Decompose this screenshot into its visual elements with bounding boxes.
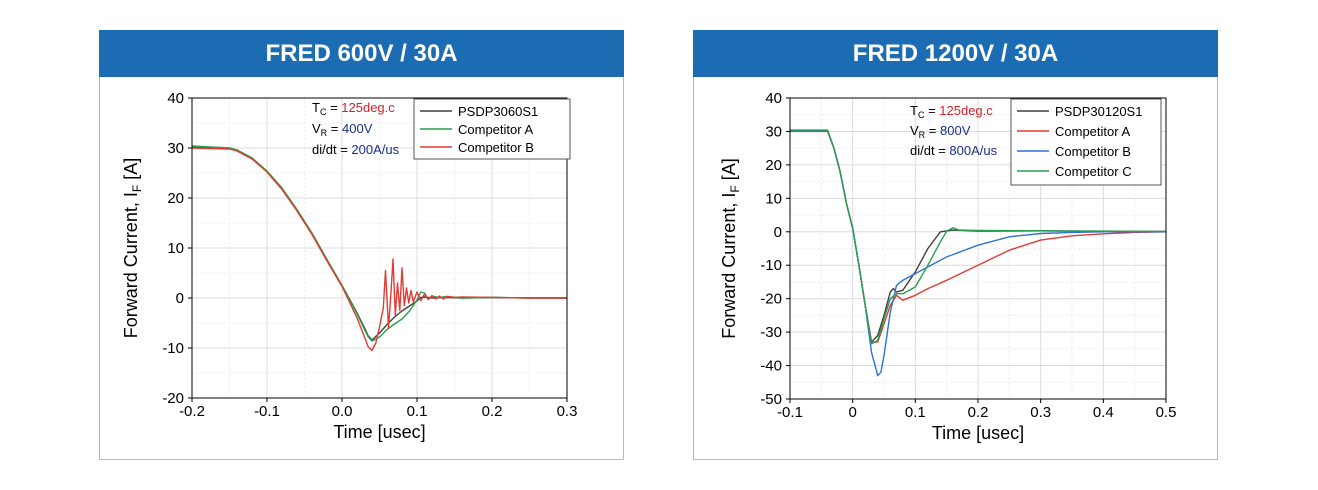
y-tick-label: 10 [167, 240, 184, 257]
chart-panel-600v: FRED 600V / 30A -0.2 -0.1 0.0 0.1 0.2 0.3 -20-… [99, 30, 624, 460]
condition-value: 125deg.c [341, 100, 395, 115]
x-tick-label: -0.1 [254, 403, 280, 420]
legend-label: Competitor A [458, 122, 533, 137]
y-tick-label: 0 [176, 290, 184, 307]
series-line-4 [790, 129, 1166, 345]
x-axis-label: Time [usec] [932, 423, 1024, 443]
legend-label: PSDP30120S1 [1055, 104, 1142, 119]
y-tick-label: 20 [167, 190, 184, 207]
legend-label: PSDP3060S1 [458, 104, 538, 119]
condition-name: di/dt [910, 143, 935, 158]
y-tick-label: 30 [167, 140, 184, 157]
condition-annotation: di/dt = 800A/us [910, 143, 998, 158]
condition-name: T [312, 100, 320, 115]
x-tick-label: 0.0 [332, 403, 353, 420]
chart-1200v: -0.1 0 0.1 0.2 0.3 0.4 0.5 -50 -40 -30 -20 -10 0 10 20… [719, 90, 1177, 443]
condition-separator: = [925, 123, 940, 138]
y-tick-label: -20 [162, 390, 184, 407]
condition-separator: = [924, 103, 939, 118]
condition-subscript: R [321, 128, 328, 138]
x-tick-label: -0.2 [179, 403, 205, 420]
chart-600v: -0.2 -0.1 0.0 0.1 0.2 0.3 -20 -10 0 10 20 30 40 Time … [121, 90, 578, 442]
y-axis-label-unit: [A] [121, 158, 141, 185]
condition-name: V [910, 123, 919, 138]
legend-label: Competitor B [458, 140, 534, 155]
condition-name: T [910, 103, 918, 118]
series-line-2 [192, 145, 567, 342]
condition-separator: = [935, 143, 950, 158]
y-tick-label: 40 [765, 90, 782, 107]
x-tick-label: 0.3 [557, 403, 578, 420]
y-tick-label: -20 [760, 291, 782, 308]
series-group [192, 145, 567, 352]
condition-name: di/dt [312, 142, 337, 157]
legend-label: Competitor A [1055, 124, 1130, 139]
x-tick-label: 0.5 [1156, 404, 1177, 421]
condition-subscript: C [320, 107, 327, 117]
y-axis-label-sub: F [728, 185, 742, 192]
chart-panel-1200v: FRED 1200V / 30A -0.1 0 0.1 0.2 0.3 0.4 0.5 -50… [693, 30, 1218, 460]
condition-separator: = [337, 142, 352, 157]
y-axis-label-main: Forward Current, I [121, 192, 141, 338]
condition-value: 800A/us [949, 143, 997, 158]
y-axis-label-sub: F [130, 185, 144, 192]
condition-value: 400V [342, 121, 373, 136]
condition-annotation: VR = 800V [910, 123, 971, 140]
condition-value: 125deg.c [939, 103, 993, 118]
chart-title-1200v: FRED 1200V / 30A [693, 30, 1218, 77]
condition-value: 200A/us [351, 142, 399, 157]
y-tick-label: 30 [765, 123, 782, 140]
legend-label: Competitor C [1055, 164, 1132, 179]
condition-separator: = [327, 121, 342, 136]
x-tick-label: 0.1 [905, 404, 926, 421]
x-tick-label: 0.2 [482, 403, 503, 420]
condition-subscript: C [918, 110, 925, 120]
condition-subscript: R [919, 130, 926, 140]
y-axis-label: Forward Current, IF [A] [719, 158, 742, 338]
condition-annotation: TC = 125deg.c [910, 103, 993, 120]
y-tick-label: 0 [774, 224, 782, 241]
y-tick-label: -50 [760, 391, 782, 408]
x-axis-label: Time [usec] [333, 422, 425, 442]
condition-separator: = [326, 100, 341, 115]
condition-annotation: TC = 125deg.c [312, 100, 395, 117]
condition-name: V [312, 121, 321, 136]
y-tick-label: 20 [765, 157, 782, 174]
series-line-3 [192, 147, 567, 352]
y-axis-label-main: Forward Current, I [719, 193, 739, 339]
chart-title-600v: FRED 600V / 30A [99, 30, 624, 77]
x-tick-label: 0.3 [1030, 404, 1051, 421]
x-tick-label: 0.1 [407, 403, 428, 420]
condition-annotation: VR = 400V [312, 121, 373, 138]
y-tick-label: -40 [760, 358, 782, 375]
y-tick-label: -30 [760, 324, 782, 341]
y-tick-label: 40 [167, 90, 184, 107]
y-tick-label: 10 [765, 190, 782, 207]
x-tick-label: 0.4 [1093, 404, 1114, 421]
series-group [790, 129, 1166, 377]
y-axis-label-unit: [A] [719, 158, 739, 185]
x-tick-label: -0.1 [777, 404, 803, 421]
y-axis-label: Forward Current, IF [A] [121, 158, 144, 338]
condition-annotation: di/dt = 200A/us [312, 142, 400, 157]
y-tick-label: -10 [760, 257, 782, 274]
x-tick-label: 0 [848, 404, 856, 421]
condition-value: 800V [940, 123, 971, 138]
y-tick-label: -10 [162, 340, 184, 357]
x-tick-label: 0.2 [968, 404, 989, 421]
legend-label: Competitor B [1055, 144, 1131, 159]
